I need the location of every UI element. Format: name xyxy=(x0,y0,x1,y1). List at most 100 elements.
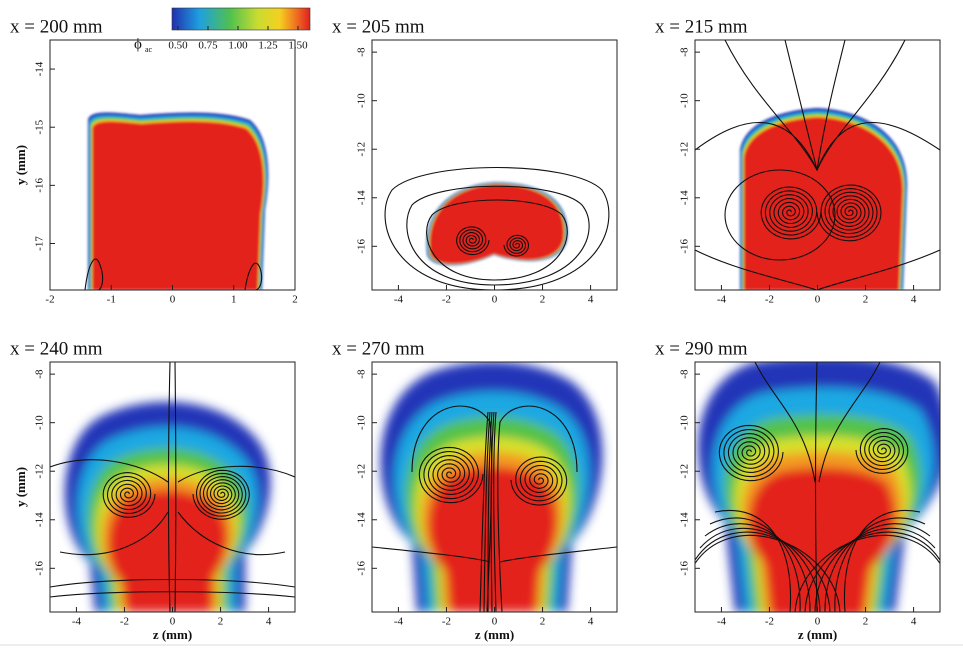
x-tick-label: 4 xyxy=(588,294,594,306)
streamline xyxy=(426,199,568,281)
panel-title: x = 290 mm xyxy=(655,338,748,359)
streamline xyxy=(493,411,497,612)
y-tick-label: -16 xyxy=(679,238,691,253)
x-tick-label: 2 xyxy=(540,294,546,306)
y-tick-label: -8 xyxy=(679,369,691,379)
x-tick-label: -2 xyxy=(765,616,774,628)
x-tick-label: -2 xyxy=(442,294,451,306)
streamline xyxy=(718,424,784,482)
y-tick-label: -14 xyxy=(34,512,46,527)
y-tick-label: -12 xyxy=(679,142,691,157)
x-tick-label: 4 xyxy=(911,294,917,306)
streamline xyxy=(177,465,295,483)
streamline xyxy=(406,185,590,286)
streamline xyxy=(50,591,295,598)
y-tick-label: -8 xyxy=(679,47,691,57)
panel-title: x = 205 mm xyxy=(332,16,425,37)
x-tick-label: 2 xyxy=(292,294,298,306)
colorbar xyxy=(171,7,311,31)
streamline xyxy=(760,186,822,240)
x-tick-label: 4 xyxy=(266,616,272,628)
streamline xyxy=(855,428,909,474)
streamline xyxy=(499,546,617,563)
streamline xyxy=(724,169,836,261)
y-tick-label: -12 xyxy=(356,464,368,479)
field-layers xyxy=(88,112,269,290)
y-tick-label: -15 xyxy=(34,119,46,134)
y-tick-label: -8 xyxy=(34,369,46,379)
streamline xyxy=(824,523,931,612)
panel-title: x = 215 mm xyxy=(655,16,748,37)
y-axis-label: y (mm) xyxy=(13,467,28,507)
streamline xyxy=(497,405,578,612)
field-layers xyxy=(697,362,940,612)
y-tick-label: -17 xyxy=(34,236,46,251)
streamline xyxy=(816,184,882,242)
x-tick-label: 2 xyxy=(863,294,869,306)
y-tick-label: -16 xyxy=(679,560,691,575)
y-tick-label: -8 xyxy=(356,47,368,57)
x-tick-label: 1 xyxy=(231,294,237,306)
colorbar-tick-label: 0.75 xyxy=(198,40,218,52)
streamline xyxy=(814,527,936,612)
panel: -4 -2 0 2 4 -8 -10 -12 -14 -16 xyxy=(356,39,618,306)
streamline xyxy=(102,472,156,518)
streamline xyxy=(503,234,530,257)
y-tick-label: -10 xyxy=(356,93,368,108)
field-layers xyxy=(64,401,271,612)
streamline xyxy=(843,510,921,612)
x-tick-label: 0 xyxy=(815,616,821,628)
streamline xyxy=(709,517,801,612)
colorbar-label-subscript: ac xyxy=(145,45,153,54)
panel: -4 -2 0 2 4 -8 -10 -12 -14 -16 z (mm) xyxy=(356,361,618,642)
streamline xyxy=(167,362,171,612)
panel: -2 -1 0 1 2 -14 -15 -16 -17 y (mm) xyxy=(13,39,298,306)
field-layers xyxy=(426,182,568,266)
streamline xyxy=(695,534,841,612)
streamline xyxy=(244,262,263,290)
x-axis-label: z (mm) xyxy=(798,627,837,642)
x-axis-label: z (mm) xyxy=(475,627,514,642)
colorbar-tick-label: 1.25 xyxy=(258,40,278,52)
field xyxy=(372,362,617,612)
y-tick-label: -16 xyxy=(34,178,46,193)
streamline xyxy=(418,446,484,504)
colorbar-tick-label: 0.50 xyxy=(168,40,188,52)
y-tick-label: -12 xyxy=(679,464,691,479)
streamline xyxy=(50,578,295,588)
x-tick-label: -1 xyxy=(107,294,116,306)
x-tick-label: 2 xyxy=(863,616,869,628)
x-tick-label: -4 xyxy=(394,294,404,306)
streamline xyxy=(754,362,816,483)
x-tick-label: 2 xyxy=(218,616,224,628)
y-tick-label: -14 xyxy=(679,512,691,527)
streamline xyxy=(818,362,881,483)
streamline xyxy=(510,456,568,506)
x-tick-label: -4 xyxy=(72,616,82,628)
y-tick-label: -10 xyxy=(679,93,691,108)
y-tick-label: -16 xyxy=(356,238,368,253)
x-tick-label: -2 xyxy=(442,616,451,628)
x-tick-label: -4 xyxy=(717,294,727,306)
streamline xyxy=(50,459,169,483)
streamline xyxy=(784,40,846,171)
streamline xyxy=(695,531,831,612)
field xyxy=(695,362,940,612)
field-layer xyxy=(429,184,564,264)
y-tick-label: -14 xyxy=(679,190,691,205)
streamline xyxy=(704,523,811,612)
streamline xyxy=(490,411,495,612)
x-tick-label: 0 xyxy=(815,294,821,306)
field xyxy=(84,112,269,290)
streamline xyxy=(59,511,169,556)
x-tick-label: -4 xyxy=(717,616,727,628)
x-tick-label: 4 xyxy=(588,616,594,628)
x-axis-label: z (mm) xyxy=(153,627,192,642)
colorbar-tick-label: 1.50 xyxy=(288,40,308,52)
x-tick-label: -2 xyxy=(45,294,54,306)
y-tick-label: -10 xyxy=(34,415,46,430)
x-tick-label: 0 xyxy=(170,294,176,306)
streamline xyxy=(192,469,250,520)
streamline xyxy=(479,411,489,612)
